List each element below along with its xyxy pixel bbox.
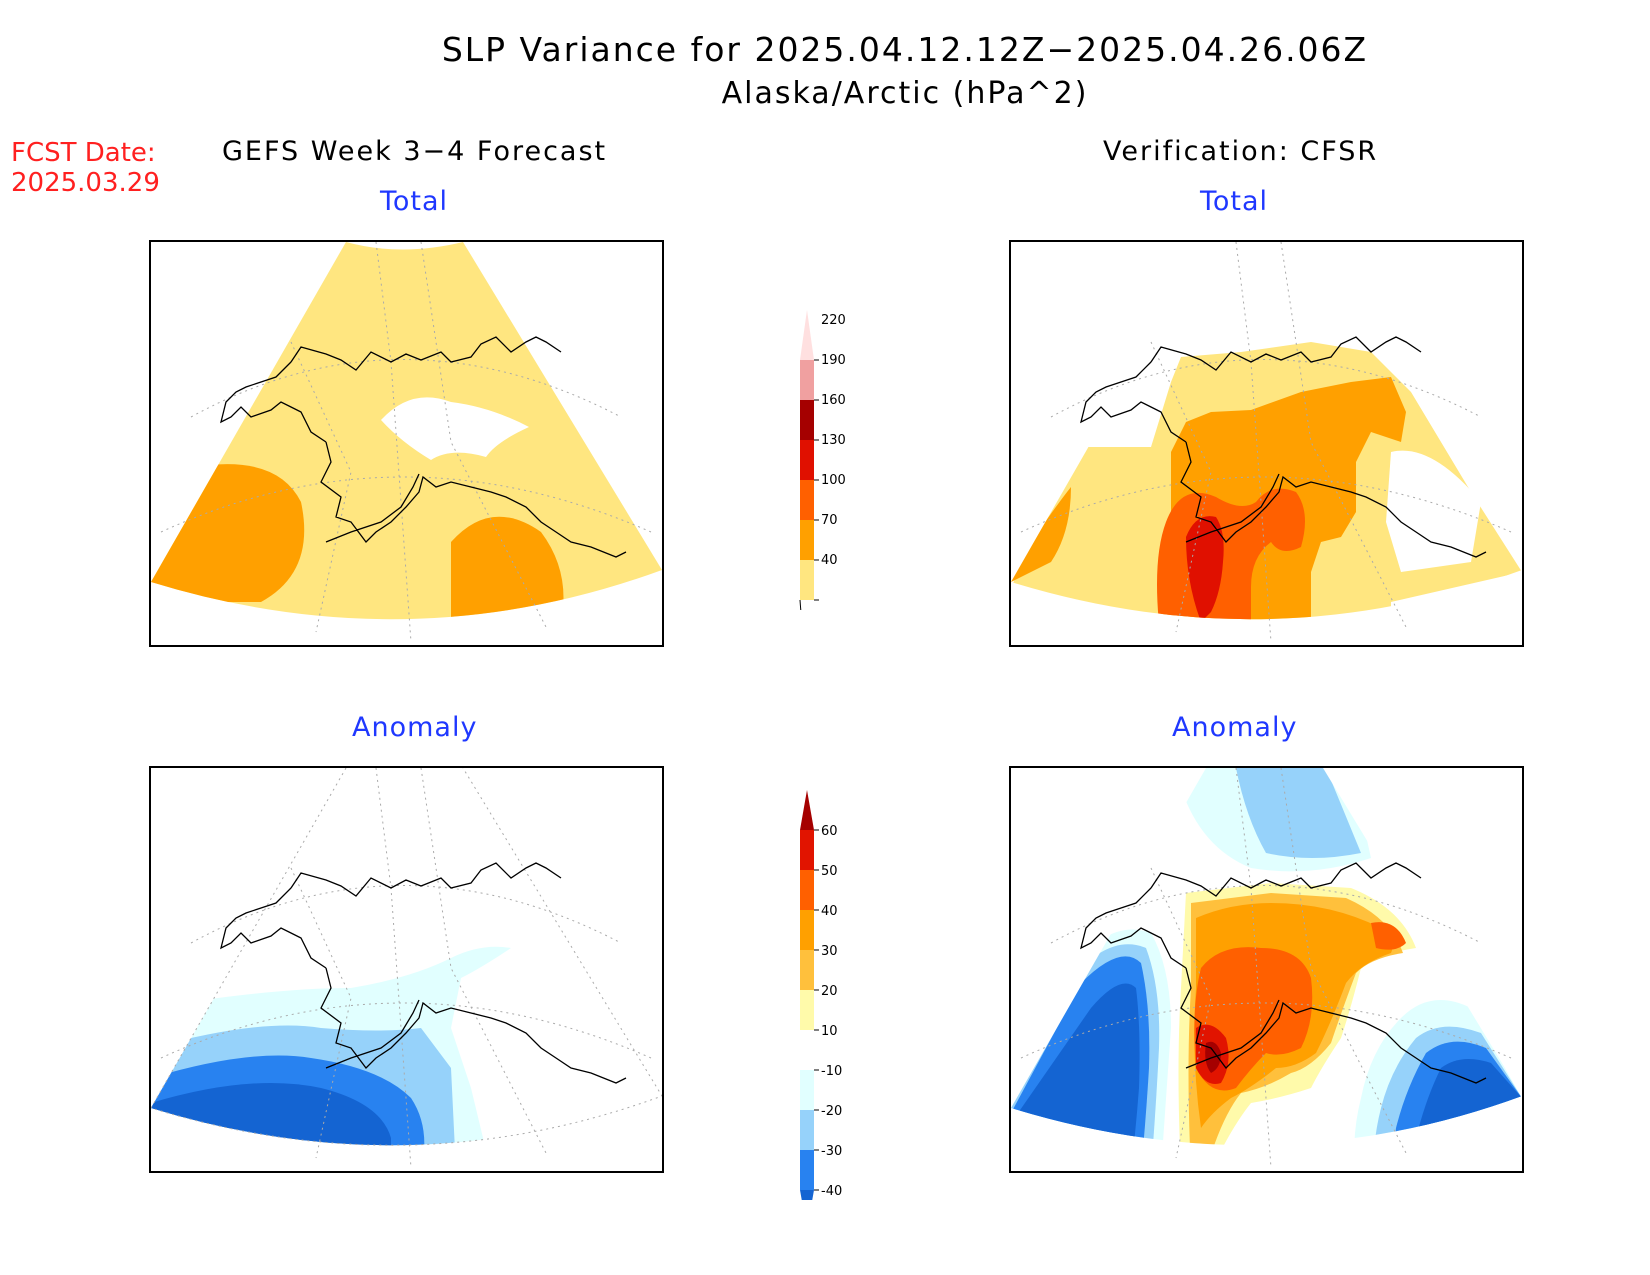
map-forecast-anomaly: [149, 766, 664, 1173]
colorbar-label: -40: [821, 1184, 842, 1199]
colorbar-swatch: [800, 790, 814, 830]
panel-title-bottom-left: Anomaly: [352, 712, 478, 743]
colorbar-label: 30: [821, 944, 838, 959]
colorbar-label: 220: [821, 313, 846, 328]
colorbar-label: 70: [821, 513, 838, 528]
colorbar-swatch: [800, 560, 814, 600]
coastline: [220, 336, 627, 558]
colorbar-swatch: [800, 520, 814, 560]
colorbar-swatch: [800, 990, 814, 1030]
figure-subtitle: Alaska/Arctic (hPa^2): [721, 76, 1089, 111]
left-column-title: GEFS Week 3−4 Forecast: [222, 136, 608, 167]
colorbar-swatch: [800, 360, 814, 400]
colorbar-total: 40 70 100 130 160 190 220: [790, 280, 860, 646]
fcst-date-value: 2025.03.29: [11, 168, 160, 198]
colorbar-label: 20: [821, 984, 838, 999]
right-column-title: Verification: CFSR: [1103, 136, 1379, 167]
panel-title-bottom-right: Anomaly: [1172, 712, 1298, 743]
colorbar-swatch: [800, 1030, 814, 1070]
colorbar-label: 160: [821, 393, 846, 408]
shade-130-160: [1186, 516, 1224, 620]
colorbar-swatch: [800, 480, 814, 520]
colorbar-label: 190: [821, 353, 846, 368]
colorbar-swatch: [800, 400, 814, 440]
colorbar-swatch: [800, 1110, 814, 1150]
colorbar-label: 40: [821, 904, 838, 919]
colorbar-label: 40: [821, 553, 838, 568]
fcst-date: FCST Date: 2025.03.29: [11, 138, 160, 198]
colorbar-label: 130: [821, 433, 846, 448]
colorbar-label: 50: [821, 864, 838, 879]
colorbar-swatch: [800, 910, 814, 950]
colorbar-swatch: [800, 310, 814, 360]
shade-70-100: [1011, 487, 1071, 582]
colorbar-swatch: [800, 1190, 814, 1230]
shade-70-100: [151, 464, 305, 602]
colorbar-label: -10: [821, 1064, 842, 1079]
panel-title-top-left: Total: [380, 186, 449, 217]
colorbar-swatch: [800, 950, 814, 990]
fcst-date-label: FCST Date:: [11, 138, 156, 168]
colorbar-label: 100: [821, 473, 846, 488]
figure-title: SLP Variance for 2025.04.12.12Z−2025.04.…: [441, 30, 1369, 69]
colorbar-label: 10: [821, 1024, 838, 1039]
colorbar-swatch: [800, 1070, 814, 1110]
coastline: [1080, 336, 1487, 558]
colorbar-swatch: [800, 830, 814, 870]
coastline: [1080, 862, 1487, 1084]
shade-below-40: [381, 397, 529, 460]
map-verification-total: [1009, 240, 1524, 647]
shade-below-minus40: [151, 1083, 391, 1146]
colorbar-swatch: [800, 1150, 814, 1190]
colorbar-label: -20: [821, 1104, 842, 1119]
map-forecast-total: [149, 240, 664, 647]
colorbar-anomaly: -40 -30 -20 -10 10 20 30 40 50 60: [790, 750, 860, 1230]
coastline: [220, 862, 627, 1084]
map-verification-anomaly: [1009, 766, 1524, 1173]
panel-title-top-right: Total: [1200, 186, 1269, 217]
colorbar-swatch: [800, 440, 814, 480]
colorbar-tip: [799, 599, 808, 646]
colorbar-label: -30: [821, 1144, 842, 1159]
colorbar-swatch: [800, 870, 814, 910]
colorbar-label: 60: [821, 824, 838, 839]
